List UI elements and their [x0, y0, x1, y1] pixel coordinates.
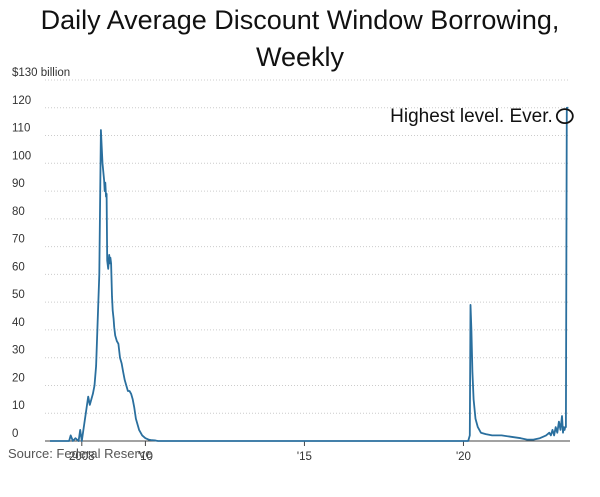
y-tick-label-10: 100 [12, 150, 31, 162]
y-tick-label-11: 110 [12, 123, 30, 135]
x-tick-label-0: 2008 [69, 451, 95, 463]
gridlines [45, 79, 570, 442]
y-tick-label-7: 70 [12, 234, 25, 246]
source-note: Source: Federal Reserve [8, 446, 153, 461]
y-tick-label-0: 0 [12, 428, 18, 440]
x-axis-ticks: 2008 '10 '15 '20 [69, 441, 471, 463]
y-tick-label-12: 120 [12, 95, 31, 107]
annotation-layer: Highest level. Ever. [390, 106, 574, 127]
x-tick-label-3: '20 [456, 451, 471, 463]
y-axis-ticks: 0 10 20 30 40 50 60 70 80 90 100 110 120 $130 billion [12, 67, 70, 440]
y-tick-label-9: 90 [12, 178, 25, 190]
y-tick-label-3: 30 [12, 345, 25, 357]
annotation-circle-0 [555, 108, 574, 124]
y-tick-label-5: 50 [12, 289, 25, 301]
x-tick-label-1: '10 [138, 451, 153, 463]
y-tick-label-4: 40 [12, 317, 25, 329]
chart-title: Daily Average Discount Window Borrowing,… [40, 5, 560, 72]
series-line-0 [50, 106, 569, 442]
y-tick-label-13: $130 billion [12, 67, 70, 79]
x-tick-label-2: '15 [297, 451, 312, 463]
y-tick-label-6: 60 [12, 261, 25, 273]
y-tick-label-2: 20 [12, 372, 25, 384]
y-tick-label-8: 80 [12, 206, 25, 218]
series-layer [50, 106, 569, 442]
y-tick-label-1: 10 [12, 400, 25, 412]
annotation-text-0: Highest level. Ever. [390, 106, 553, 127]
